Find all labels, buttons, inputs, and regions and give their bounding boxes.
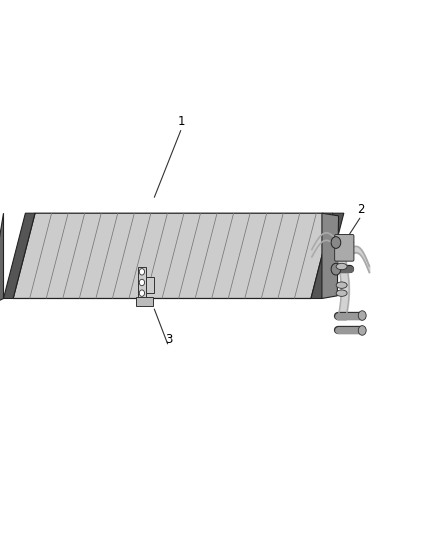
Polygon shape	[4, 213, 35, 298]
Polygon shape	[0, 213, 4, 304]
Polygon shape	[311, 213, 344, 298]
Text: 3: 3	[165, 334, 172, 346]
Circle shape	[358, 326, 366, 335]
Circle shape	[331, 237, 341, 248]
FancyBboxPatch shape	[335, 235, 354, 261]
Circle shape	[358, 311, 366, 320]
Circle shape	[139, 290, 145, 296]
Ellipse shape	[336, 282, 347, 288]
Circle shape	[139, 269, 145, 275]
Text: 1: 1	[178, 115, 186, 128]
Ellipse shape	[336, 263, 347, 270]
Polygon shape	[13, 213, 333, 298]
Bar	[146, 277, 154, 293]
Bar	[136, 297, 153, 306]
Text: 2: 2	[357, 203, 365, 216]
Polygon shape	[322, 213, 339, 298]
Bar	[138, 266, 146, 301]
Circle shape	[139, 279, 145, 286]
Ellipse shape	[336, 290, 347, 296]
Circle shape	[331, 263, 341, 275]
